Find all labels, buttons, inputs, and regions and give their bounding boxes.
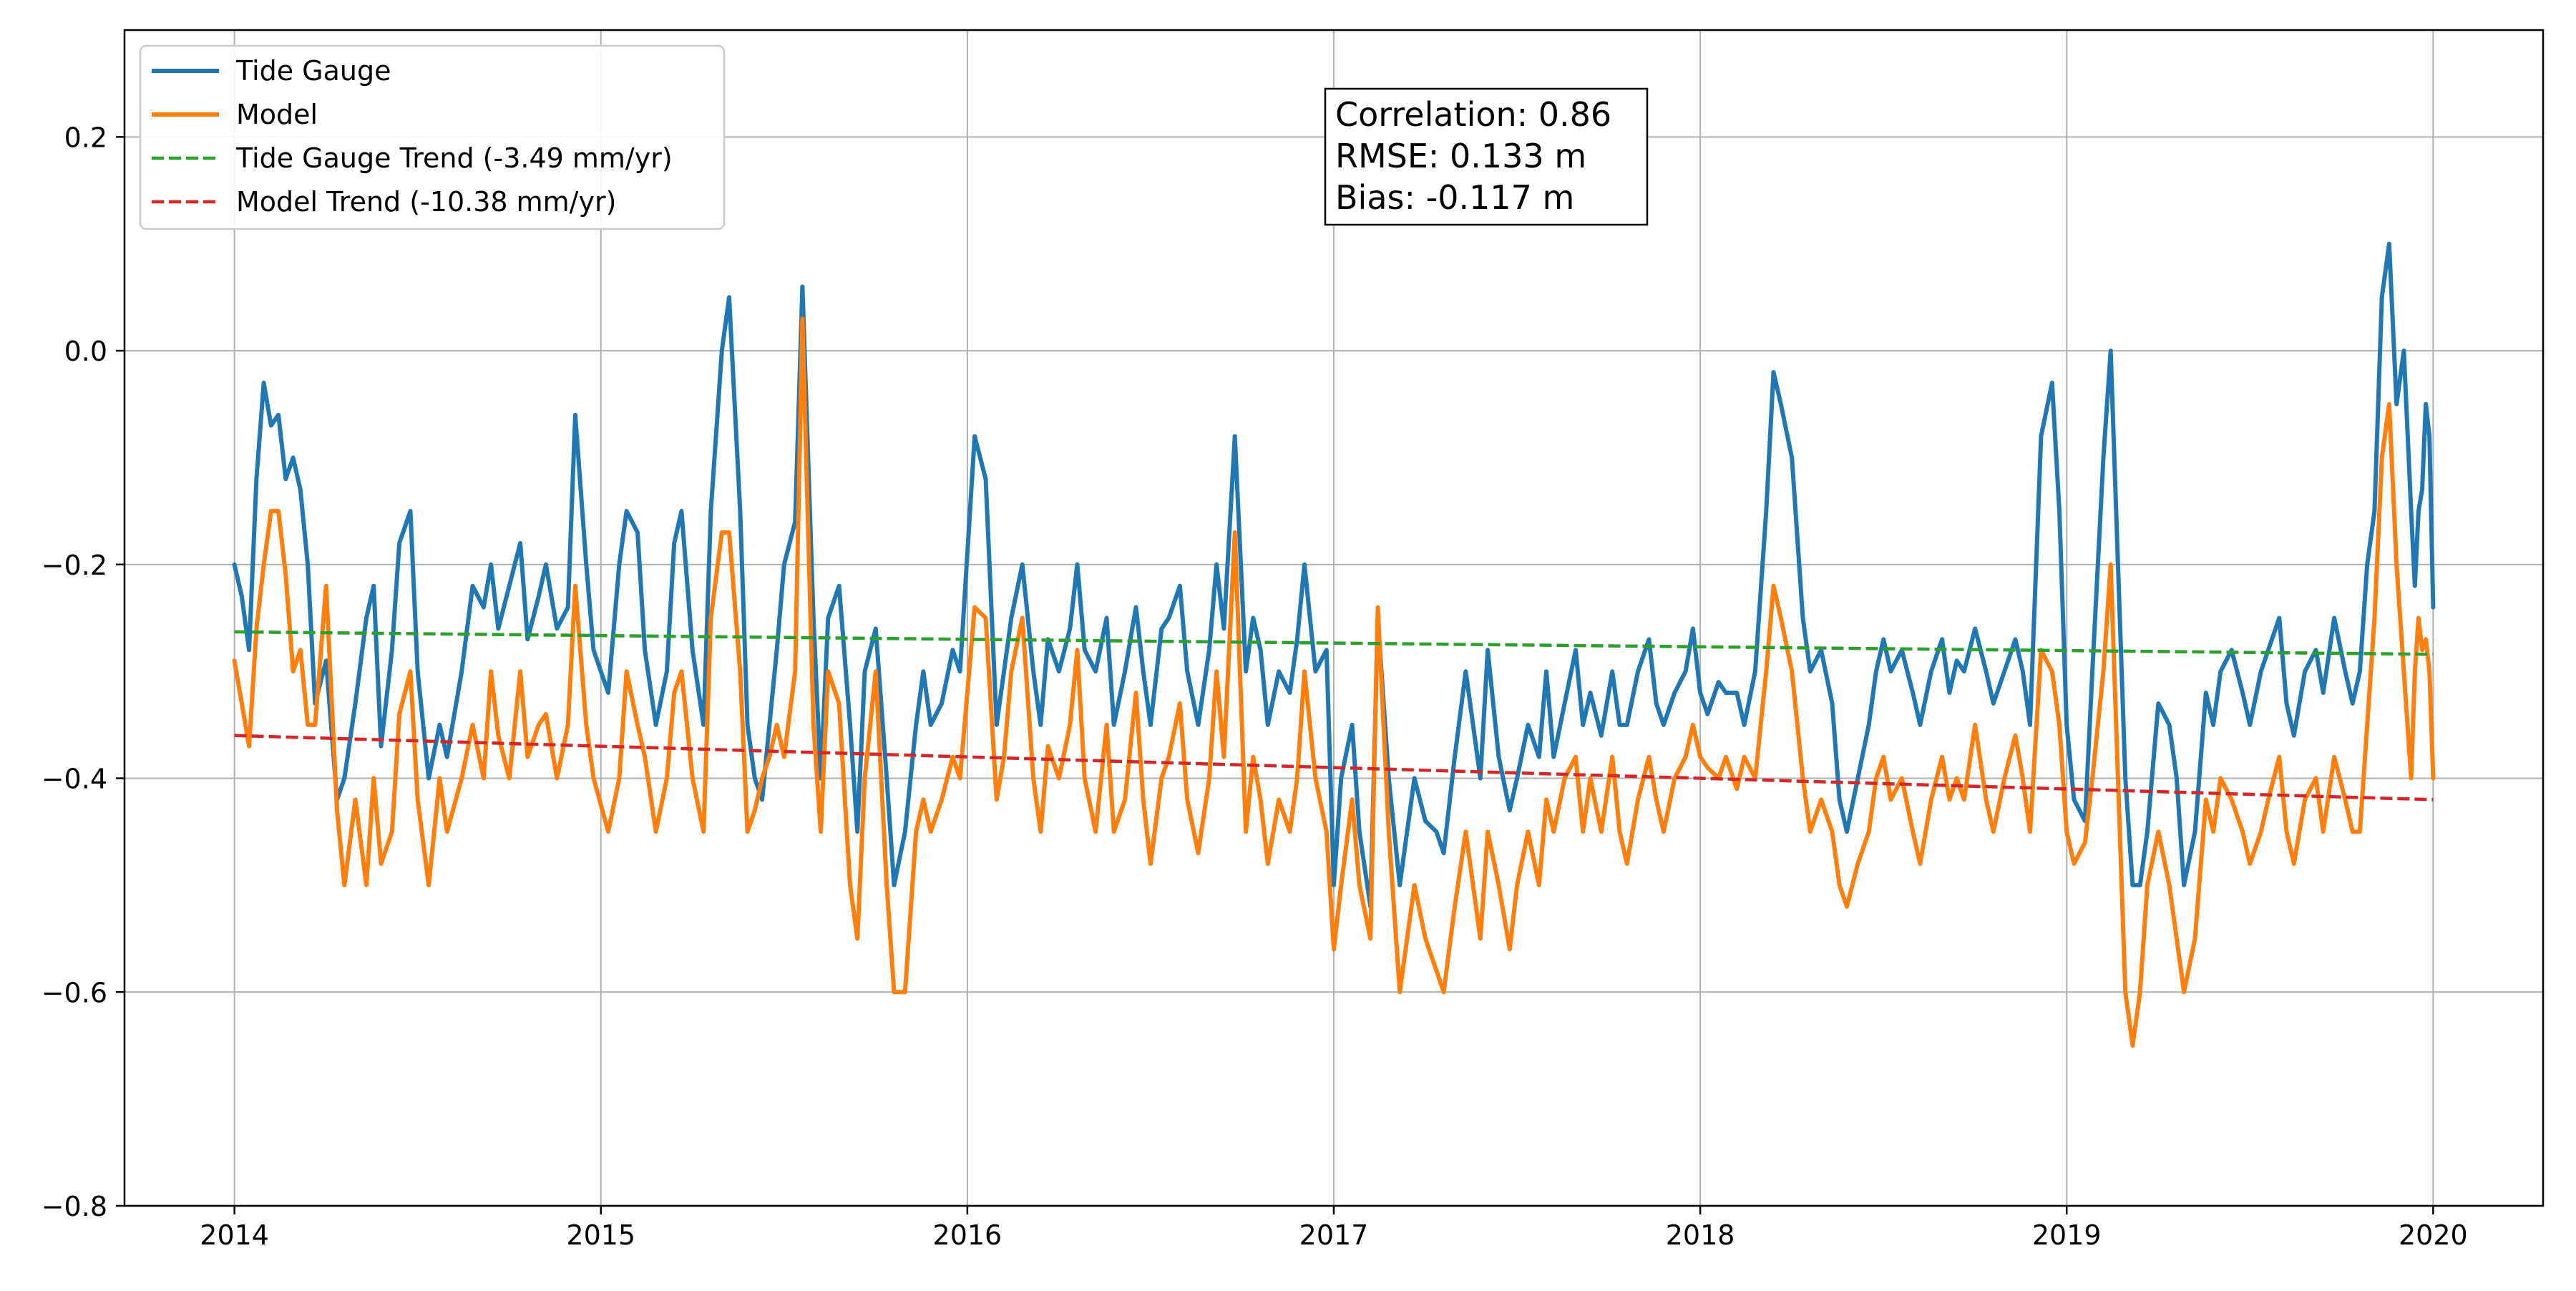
series-model: [232, 316, 2436, 1048]
plot-series: [232, 241, 2436, 1048]
x-tick-label-2017: 2017: [1299, 1219, 1369, 1251]
stats-box: Correlation: 0.86 RMSE: 0.133 m Bias: -0…: [1324, 87, 1649, 226]
series-tide-gauge-trend: [234, 630, 2434, 656]
x-tick-label-2014: 2014: [200, 1219, 269, 1251]
y-tick-label-3: −0.2: [42, 550, 107, 581]
y-tick-label-0: −0.8: [42, 1191, 107, 1222]
x-tick-label-2016: 2016: [933, 1219, 1002, 1251]
y-axis: −0.8 −0.6 −0.4 −0.2 0.0 0.2: [42, 122, 125, 1222]
x-tick-label-2019: 2019: [2032, 1219, 2102, 1251]
y-tick-label-5: 0.2: [64, 122, 107, 153]
legend: Tide Gauge Model Tide Gauge Trend (-3.49…: [139, 44, 726, 230]
legend-label-tide-gauge: Tide Gauge: [235, 55, 391, 87]
series-model-trend: [234, 734, 2434, 802]
y-tick-label-2: −0.4: [42, 764, 107, 795]
legend-label-model: Model: [236, 99, 318, 130]
x-axis: 2014 2015 2016 2017 2018 2019 2020: [200, 1206, 2468, 1251]
legend-frame: [139, 44, 726, 230]
stats-rmse: RMSE: 0.133 m: [1335, 137, 1586, 175]
x-tick-label-2015: 2015: [566, 1219, 635, 1251]
series-tide-gauge: [232, 241, 2436, 909]
stats-box-frame: [1324, 87, 1649, 226]
stats-correlation: Correlation: 0.86: [1335, 95, 1611, 134]
legend-label-tide-gauge-trend: Tide Gauge Trend (-3.49 mm/yr): [235, 142, 673, 174]
x-tick-label-2020: 2020: [2399, 1219, 2468, 1251]
y-tick-label-1: −0.6: [42, 977, 107, 1008]
stats-bias: Bias: -0.117 m: [1335, 178, 1574, 217]
x-tick-label-2018: 2018: [1666, 1219, 1735, 1251]
legend-label-model-trend: Model Trend (-10.38 mm/yr): [236, 186, 616, 218]
y-tick-label-4: 0.0: [64, 336, 107, 367]
